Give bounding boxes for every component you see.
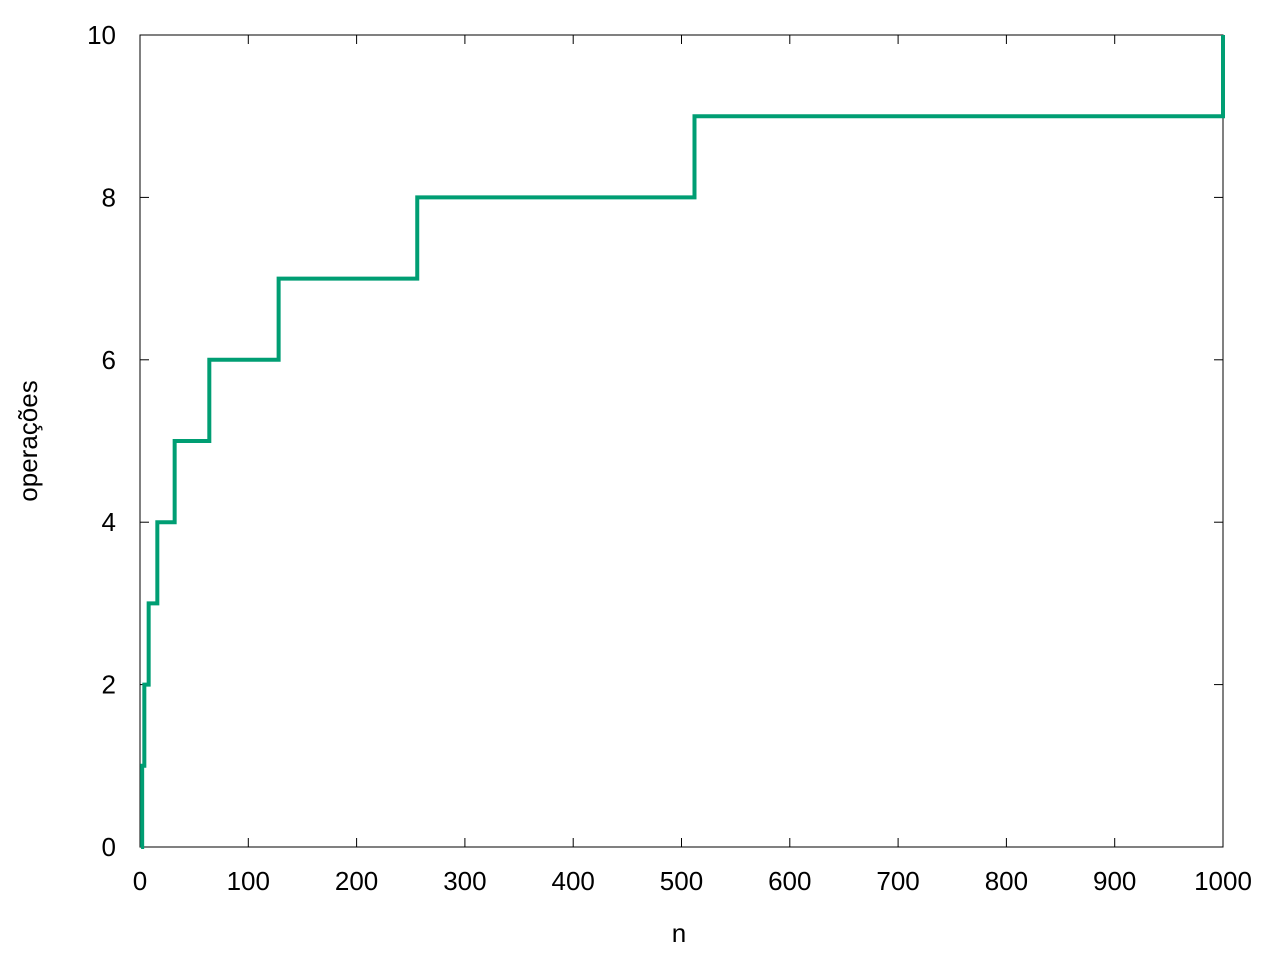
x-tick-label: 1000 <box>1194 866 1252 896</box>
x-tick-label: 200 <box>335 866 378 896</box>
x-tick-label: 100 <box>227 866 270 896</box>
y-tick-label: 4 <box>102 507 116 537</box>
x-tick-label: 0 <box>133 866 147 896</box>
x-tick-labels: 0 100 200 300 400 500 600 700 800 900 1000 <box>133 866 1252 896</box>
tick-marks <box>139 34 1224 848</box>
y-tick-label: 0 <box>102 832 116 862</box>
x-tick-label: 300 <box>443 866 486 896</box>
x-tick-label: 800 <box>985 866 1028 896</box>
series-line <box>140 35 1225 849</box>
y-tick-labels: 0 2 4 6 8 10 <box>87 20 116 862</box>
y-tick-label: 2 <box>102 670 116 700</box>
x-axis-title: n <box>672 918 686 948</box>
y-tick-label: 10 <box>87 20 116 50</box>
series-group <box>140 35 1225 849</box>
y-tick-label: 6 <box>102 345 116 375</box>
plot-frame <box>139 34 1224 848</box>
x-tick-label: 700 <box>876 866 919 896</box>
x-tick-label: 500 <box>660 866 703 896</box>
x-tick-label: 600 <box>768 866 811 896</box>
y-tick-label: 8 <box>102 182 116 212</box>
x-tick-label: 400 <box>552 866 595 896</box>
x-tick-label: 900 <box>1093 866 1136 896</box>
y-axis-title: operações <box>13 380 43 501</box>
